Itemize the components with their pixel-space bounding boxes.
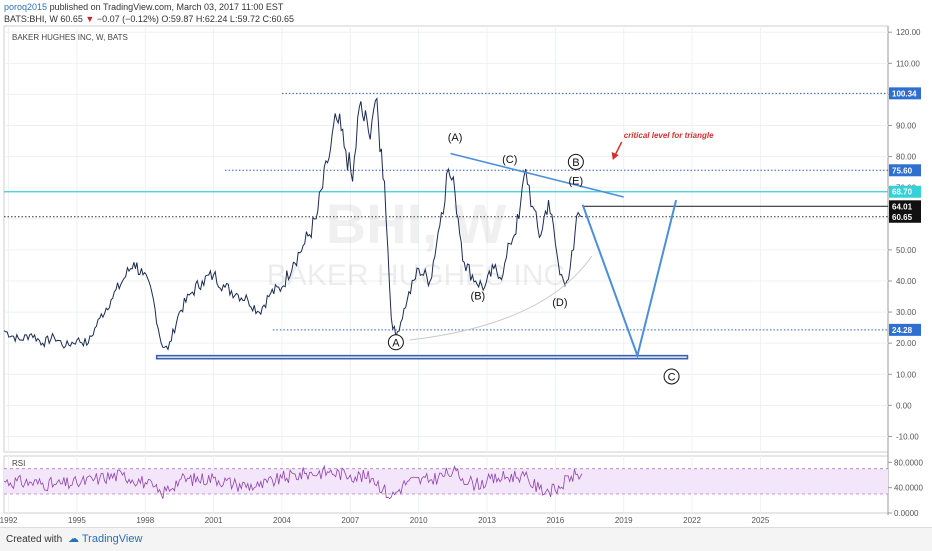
wave-label-circle <box>663 368 680 385</box>
x-tick-label: 2004 <box>273 516 291 525</box>
x-tick-label: 1998 <box>136 516 154 525</box>
annotation-arrow-head <box>611 151 619 160</box>
tradingview-logo-icon[interactable]: ☁ TradingView <box>68 533 143 545</box>
footer-bar: Created with ☁ TradingView <box>0 527 932 551</box>
annotation-arrow-shaft <box>614 141 623 157</box>
x-tick-label: 2010 <box>410 516 428 525</box>
rsi-line <box>3 464 583 500</box>
rsi-band <box>4 468 888 494</box>
wave-label-circle <box>567 153 584 170</box>
price-level-label: 24.28 <box>892 326 913 335</box>
price-level-label: 75.60 <box>892 166 913 175</box>
x-tick-label: 2016 <box>546 516 564 525</box>
y-tick-label: -10.00 <box>896 432 919 441</box>
wave-label: B <box>572 157 579 169</box>
symbol-price: BATS:BHI, W 60.65 <box>4 14 83 24</box>
y-tick-label: 120.00 <box>896 28 921 37</box>
x-tick-label: 2022 <box>683 516 701 525</box>
price-change: −0.07 (−0.12%) <box>96 14 159 24</box>
price-level-label: 60.65 <box>892 213 913 222</box>
price-level-badge <box>889 323 921 336</box>
wave-label: (B) <box>471 291 486 303</box>
down-arrow-icon: ▼ <box>85 14 95 24</box>
wave-label: (E) <box>569 176 584 188</box>
ohlc-line: BATS:BHI, W 60.65 ▼ −0.07 (−0.12%) O:59.… <box>4 14 294 24</box>
ohlc-values: O:59.87 H:62.24 L:59.72 C:60.65 <box>161 14 294 24</box>
wave-label: C <box>668 371 676 383</box>
price-level-badge <box>889 210 921 223</box>
rsi-tick-label: 0.0000 <box>894 509 919 518</box>
x-tick-label: 2019 <box>615 516 633 525</box>
price-level-label: 64.01 <box>892 202 913 211</box>
projection-path <box>581 199 678 360</box>
x-tick-label: 2001 <box>205 516 223 525</box>
y-tick-label: 110.00 <box>896 59 920 68</box>
wave-label: (C) <box>502 154 517 166</box>
y-tick-label: 10.00 <box>896 370 917 379</box>
guide-arc <box>409 255 593 341</box>
x-tick-label: 1992 <box>0 516 18 525</box>
price-level-badge <box>889 200 921 213</box>
y-tick-label: 80.00 <box>896 153 917 162</box>
price-level-label: 100.34 <box>892 89 917 98</box>
y-tick-label: 0.00 <box>896 401 912 410</box>
triangle-resistance-line <box>450 152 624 198</box>
price-level-badge <box>889 87 921 100</box>
publish-line: poroq2015 published on TradingView.com, … <box>4 2 283 12</box>
price-level-badge <box>889 185 921 198</box>
y-tick-label: 50.00 <box>896 246 917 255</box>
rsi-label: RSI <box>12 459 25 468</box>
created-with-label: Created with <box>6 534 63 545</box>
x-tick-label: 1995 <box>68 516 86 525</box>
author-name[interactable]: poroq2015 <box>4 2 48 12</box>
y-tick-label: 30.00 <box>896 308 917 317</box>
y-tick-label: 20.00 <box>896 339 917 348</box>
brand-name: TradingView <box>81 533 143 545</box>
publish-info: published on TradingView.com, March 03, … <box>49 2 284 12</box>
x-tick-label: 2007 <box>341 516 359 525</box>
price-series-line <box>3 97 583 351</box>
critical-level-annotation: critical level for triangle <box>624 131 714 140</box>
price-level-badge <box>889 164 921 177</box>
x-tick-label: 2013 <box>478 516 496 525</box>
rsi-tick-label: 40.0000 <box>894 484 923 493</box>
y-tick-label: 40.00 <box>896 277 917 286</box>
rsi-tick-label: 80.0000 <box>894 458 923 467</box>
x-tick-label: 2025 <box>752 516 770 525</box>
wave-label: A <box>392 337 400 349</box>
y-tick-label: 90.00 <box>896 122 917 131</box>
price-chart[interactable]: 120.00110.00100.0090.0080.0070.0060.0050… <box>0 0 932 527</box>
support-zone-rect <box>155 354 689 360</box>
chart-title: BAKER HUGHES INC, W, BATS <box>12 33 128 42</box>
watermark-symbol: BHI, W <box>326 192 507 255</box>
wave-label: (D) <box>552 297 567 309</box>
price-level-label: 68.70 <box>892 188 913 197</box>
wave-label: (A) <box>448 132 463 144</box>
wave-label-circle <box>387 334 404 351</box>
